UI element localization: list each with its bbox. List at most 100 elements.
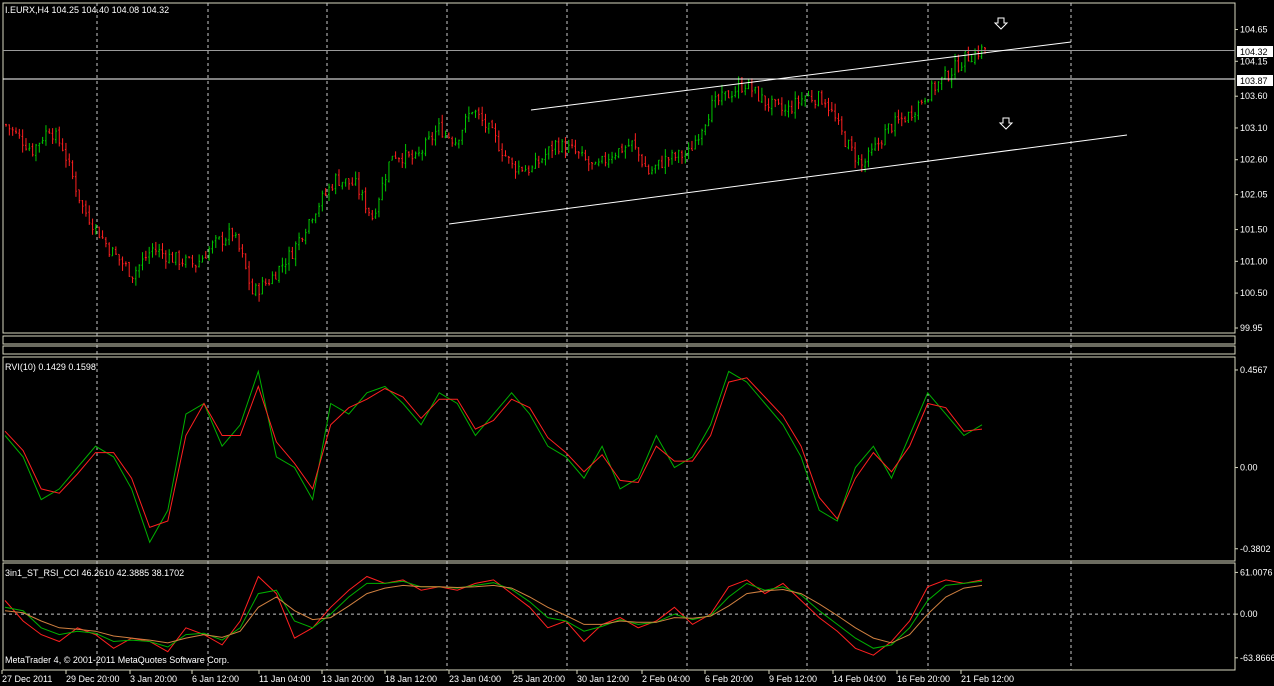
candle[interactable] <box>178 250 181 271</box>
candle[interactable] <box>937 81 940 93</box>
candle[interactable] <box>481 106 484 127</box>
candle[interactable] <box>644 156 647 168</box>
candle[interactable] <box>621 143 624 154</box>
oscillator-series-line[interactable] <box>4 584 983 644</box>
candle[interactable] <box>680 150 683 164</box>
candle[interactable] <box>58 126 61 147</box>
candle[interactable] <box>774 98 777 108</box>
candle[interactable] <box>454 137 457 146</box>
candle[interactable] <box>894 112 897 137</box>
candle[interactable] <box>308 218 311 234</box>
candle[interactable] <box>258 282 261 302</box>
candle[interactable] <box>634 133 637 150</box>
oscillator-lines[interactable] <box>3 575 1235 656</box>
candle[interactable] <box>601 155 604 164</box>
candle[interactable] <box>581 146 584 157</box>
candle[interactable] <box>288 246 291 271</box>
candle[interactable] <box>710 95 713 123</box>
candle[interactable] <box>767 98 770 112</box>
candle[interactable] <box>414 151 417 159</box>
candle[interactable] <box>860 154 863 173</box>
candle[interactable] <box>957 54 960 73</box>
candle[interactable] <box>404 143 407 169</box>
candle[interactable] <box>394 151 397 159</box>
candle[interactable] <box>144 250 147 261</box>
candle[interactable] <box>537 155 540 169</box>
candle[interactable] <box>8 124 11 136</box>
candle[interactable] <box>461 129 464 145</box>
candle[interactable] <box>374 208 377 219</box>
candle[interactable] <box>747 78 750 90</box>
candle[interactable] <box>974 48 977 65</box>
candle[interactable] <box>181 258 184 267</box>
candle[interactable] <box>717 93 720 106</box>
candle[interactable] <box>274 271 277 280</box>
candle[interactable] <box>284 258 287 275</box>
candle[interactable] <box>847 139 850 150</box>
candle[interactable] <box>291 246 294 260</box>
candle[interactable] <box>674 151 677 161</box>
candle[interactable] <box>857 155 860 166</box>
candle[interactable] <box>964 51 967 73</box>
candle[interactable] <box>720 84 723 106</box>
down-arrow-icon[interactable] <box>998 117 1014 130</box>
candle[interactable] <box>151 243 154 258</box>
candle[interactable] <box>331 183 334 191</box>
candle[interactable] <box>294 241 297 267</box>
candle[interactable] <box>148 246 151 264</box>
candle[interactable] <box>121 256 124 271</box>
candle[interactable] <box>141 252 144 271</box>
candle[interactable] <box>321 190 324 212</box>
candle[interactable] <box>657 159 660 170</box>
candle[interactable] <box>184 254 187 268</box>
candle[interactable] <box>930 80 933 102</box>
candle[interactable] <box>434 125 437 146</box>
candle[interactable] <box>101 230 104 239</box>
candle[interactable] <box>551 140 554 158</box>
candle[interactable] <box>264 278 267 286</box>
candle[interactable] <box>514 161 517 179</box>
candle[interactable] <box>78 189 81 204</box>
candle[interactable] <box>124 261 127 267</box>
candle[interactable] <box>464 113 467 133</box>
candle[interactable] <box>424 137 427 157</box>
candle[interactable] <box>697 133 700 145</box>
candle[interactable] <box>198 254 201 268</box>
candle[interactable] <box>834 103 837 122</box>
candle[interactable] <box>278 265 281 283</box>
candle[interactable] <box>524 165 527 172</box>
candle[interactable] <box>730 90 733 103</box>
candle[interactable] <box>787 100 790 118</box>
oscillator-series-line[interactable] <box>4 575 983 656</box>
candle[interactable] <box>754 86 757 94</box>
candle[interactable] <box>364 187 367 214</box>
candle[interactable] <box>241 244 244 258</box>
candle[interactable] <box>687 142 690 160</box>
candle[interactable] <box>371 210 374 221</box>
candle[interactable] <box>854 142 857 169</box>
rvi-lines[interactable] <box>4 369 983 544</box>
candle[interactable] <box>897 109 900 124</box>
candle[interactable] <box>357 172 360 200</box>
candle[interactable] <box>924 97 927 105</box>
candle[interactable] <box>624 145 627 159</box>
candle[interactable] <box>491 119 494 129</box>
candle[interactable] <box>104 237 107 248</box>
candle[interactable] <box>111 246 114 257</box>
candle[interactable] <box>670 149 673 165</box>
candle[interactable] <box>298 232 301 251</box>
candle[interactable] <box>554 139 557 155</box>
candle[interactable] <box>804 95 807 107</box>
candle[interactable] <box>980 44 983 60</box>
candle[interactable] <box>807 90 810 97</box>
candle[interactable] <box>324 188 327 197</box>
candle[interactable] <box>830 102 833 113</box>
candle[interactable] <box>800 92 803 106</box>
candle[interactable] <box>437 118 440 136</box>
candle[interactable] <box>28 143 31 152</box>
candle[interactable] <box>531 165 534 173</box>
candle[interactable] <box>54 127 57 144</box>
candle[interactable] <box>780 97 783 116</box>
candle[interactable] <box>314 213 317 224</box>
